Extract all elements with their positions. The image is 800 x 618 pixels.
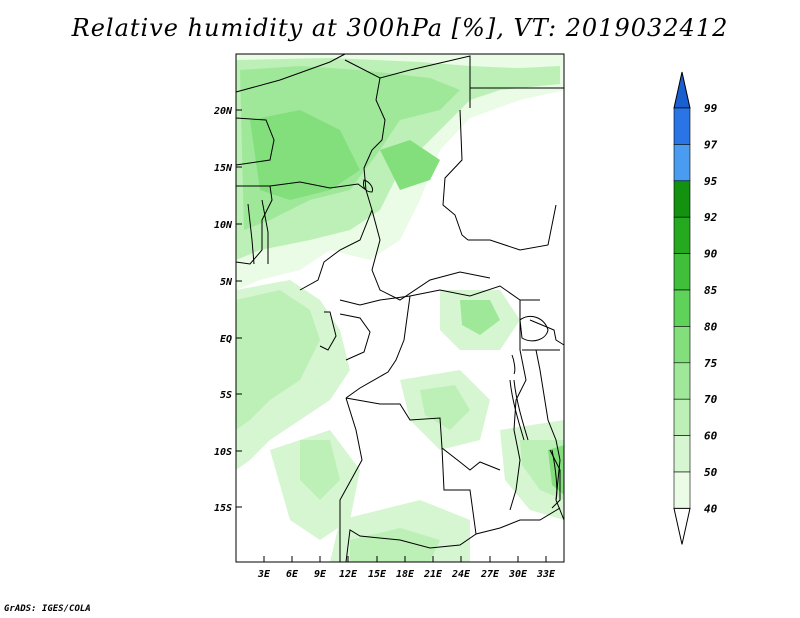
border-gabon: [319, 311, 371, 361]
colorbar: 99 97 95 92 90 85 80 75 70 60 50 40: [673, 71, 718, 545]
lon-tick-label: 27E: [480, 569, 500, 580]
lake-tanganyika: [509, 379, 529, 441]
lat-tick-label: 5N: [220, 277, 233, 288]
lat-tick-label: 15N: [214, 163, 233, 174]
colorbar-label: 85: [704, 284, 718, 297]
moist-patch-north-2: [250, 110, 360, 200]
lake-kivu: [511, 354, 516, 375]
colorbar-segment: [673, 289, 691, 327]
border-mali-niger: [235, 117, 275, 166]
moist-area-sw-inner: [300, 440, 340, 500]
border-sudan-southsudan: [468, 204, 557, 251]
colorbar-label: 80: [704, 320, 718, 333]
colorbar-segment: [673, 107, 691, 145]
lat-tick-label: 10S: [214, 447, 232, 458]
colorbar-segment: [673, 398, 691, 436]
lon-tick-label: 30E: [508, 569, 528, 580]
colorbar-label: 92: [704, 211, 718, 224]
colorbar-label: 75: [704, 357, 718, 370]
lon-tick-label: 6E: [286, 569, 299, 580]
border-niger-chad: [363, 77, 386, 191]
lake-chad: [363, 179, 373, 193]
border-east-africa: [509, 300, 527, 511]
colorbar-segment: [673, 362, 691, 400]
border-drc-angola: [345, 397, 501, 471]
border-chad-sudan: [442, 109, 469, 241]
lon-tick-label: 12E: [339, 569, 358, 580]
colorbar-label: 50: [704, 466, 718, 479]
coast-angola: [339, 397, 363, 562]
lon-tick-label: 15E: [368, 569, 387, 580]
lon-tick-label: 24E: [451, 569, 471, 580]
border-niger-nigeria: [269, 181, 367, 191]
moist-area-far-south-inner: [350, 528, 440, 562]
lake-malawi: [551, 449, 558, 501]
colorbar-label: 40: [704, 502, 718, 515]
lon-tick-label: 33E: [536, 569, 556, 580]
border-angola-zambia: [345, 447, 477, 563]
colorbar-label: 60: [704, 430, 718, 443]
latitude-axis: 20N 15N 10N 5N EQ 5S 10S 15S: [213, 106, 242, 514]
colorbar-segment: [673, 144, 691, 182]
colorbar-segment: [673, 326, 691, 364]
colorbar-label: 90: [704, 248, 718, 261]
lon-tick-label: 21E: [423, 569, 443, 580]
lat-tick-label: EQ: [220, 334, 232, 345]
border-malawi: [549, 449, 561, 509]
colorbar-segment: [673, 71, 691, 109]
humidity-shading: [236, 54, 564, 562]
moist-patch-north-3: [380, 140, 440, 190]
lat-tick-label: 15S: [214, 503, 232, 514]
lat-tick-label: 10N: [214, 220, 233, 231]
colorbar-segment: [673, 253, 691, 291]
colorbar-segment: [673, 435, 691, 473]
country-borders: [235, 53, 565, 563]
moist-area-central-core: [460, 300, 500, 335]
map-frame: [235, 53, 565, 563]
map-plot-area: [235, 53, 565, 563]
lon-tick-label: 18E: [396, 569, 415, 580]
grads-credit: GrADS: IGES/COLA: [4, 604, 91, 614]
chart-title: Relative humidity at 300hPa [%], VT: 201…: [71, 14, 729, 42]
colorbar-label: 95: [704, 175, 718, 188]
border-congo-drc: [345, 295, 411, 399]
colorbar-segment: [673, 180, 691, 218]
lon-tick-label: 3E: [257, 569, 271, 580]
colorbar-segment: [673, 507, 691, 545]
border-west-africa: [235, 185, 273, 265]
colorbar-label: 99: [704, 102, 718, 115]
colorbar-segment: [673, 471, 691, 509]
colorbar-label: 97: [704, 138, 718, 151]
border-uganda-kenya: [522, 319, 565, 351]
border-algeria-niger-libya: [235, 53, 564, 108]
border-benin-togo: [247, 199, 269, 265]
border-cameroon-car: [371, 209, 491, 301]
colorbar-label: 70: [704, 393, 718, 406]
lat-tick-label: 20N: [213, 106, 233, 117]
lake-victoria: [519, 315, 549, 342]
lon-tick-label: 9E: [314, 569, 327, 580]
longitude-axis: 3E 6E 9E 12E 15E 18E 21E 24E 27E 30E 33E: [257, 556, 556, 580]
moist-patch-ne: [480, 66, 560, 86]
moist-area-west-inner: [236, 290, 320, 430]
border-car-drc: [339, 285, 540, 306]
lakes: [363, 179, 558, 501]
colorbar-segment: [673, 216, 691, 254]
lat-tick-label: 5S: [220, 390, 232, 401]
border-zambia-east: [475, 507, 561, 535]
